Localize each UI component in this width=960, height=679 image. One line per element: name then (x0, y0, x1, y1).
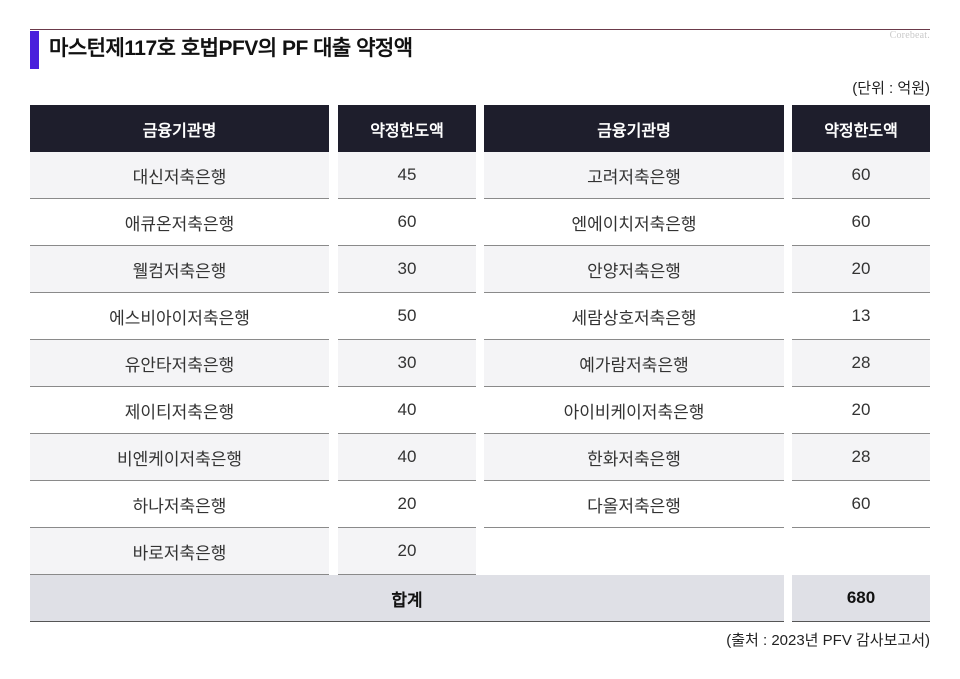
table-cell: 대신저축은행 (30, 152, 329, 199)
table-cell: 제이티저축은행 (30, 387, 329, 434)
table-cell: 50 (338, 293, 476, 340)
table-cell: 에스비아이저축은행 (30, 293, 329, 340)
table-cell: 세람상호저축은행 (484, 293, 784, 340)
left-amount-column: 약정한도액 45 60 30 50 30 40 40 20 20 (338, 105, 476, 575)
table-cell: 28 (792, 340, 930, 387)
table-cell: 30 (338, 246, 476, 293)
total-value: 680 (846, 588, 876, 607)
table-cell: 애큐온저축은행 (30, 199, 329, 246)
table-cell: 40 (338, 434, 476, 481)
table-cell: 한화저축은행 (484, 434, 784, 481)
table-cell: 20 (792, 246, 930, 293)
table-cell: 30 (338, 340, 476, 387)
table-cell: 비엔케이저축은행 (30, 434, 329, 481)
table-cell: 바로저축은행 (30, 528, 329, 575)
table-cell: 20 (338, 528, 476, 575)
header-institution-left: 금융기관명 (30, 105, 329, 152)
table-cell: 60 (338, 199, 476, 246)
header-amount-right: 약정한도액 (792, 105, 930, 152)
table-cell: 28 (792, 434, 930, 481)
table-cell: 안양저축은행 (484, 246, 784, 293)
table-cell: 60 (792, 152, 930, 199)
title-accent-bar (30, 31, 39, 69)
empty-cell (484, 528, 784, 575)
table-cell: 45 (338, 152, 476, 199)
table-cell: 아이비케이저축은행 (484, 387, 784, 434)
table-cell: 웰컴저축은행 (30, 246, 329, 293)
table-cell: 하나저축은행 (30, 481, 329, 528)
right-name-column: 금융기관명 고려저축은행 엔에이치저축은행 안양저축은행 세람상호저축은행 예가… (484, 105, 784, 575)
table-cell: 다올저축은행 (484, 481, 784, 528)
total-label: 합계 (391, 590, 423, 610)
table-cell: 13 (792, 293, 930, 340)
brand-logo: Corebeat. (889, 30, 930, 41)
table-cell: 고려저축은행 (484, 152, 784, 199)
right-amount-column: 약정한도액 60 60 20 13 28 20 28 60 (792, 105, 930, 575)
table-cell: 60 (792, 481, 930, 528)
table-cell: 60 (792, 199, 930, 246)
table-cell: 엔에이치저축은행 (484, 199, 784, 246)
table-cell: 20 (338, 481, 476, 528)
total-label-cell: 합계 (30, 575, 784, 622)
table-cell: 40 (338, 387, 476, 434)
total-value-cell: 680 (792, 575, 930, 622)
source-note: (출처 : 2023년 PFV 감사보고서) (726, 632, 930, 649)
table-cell: 예가람저축은행 (484, 340, 784, 387)
page-title: 마스턴제117호 호법PFV의 PF 대출 약정액 (49, 37, 413, 60)
table-cell: 20 (792, 387, 930, 434)
top-rule (30, 29, 930, 30)
left-name-column: 금융기관명 대신저축은행 애큐온저축은행 웰컴저축은행 에스비아이저축은행 유안… (30, 105, 329, 575)
header-amount-left: 약정한도액 (338, 105, 476, 152)
header-institution-right: 금융기관명 (484, 105, 784, 152)
empty-cell (792, 528, 930, 575)
unit-note: (단위 : 억원) (852, 80, 930, 97)
table-cell: 유안타저축은행 (30, 340, 329, 387)
